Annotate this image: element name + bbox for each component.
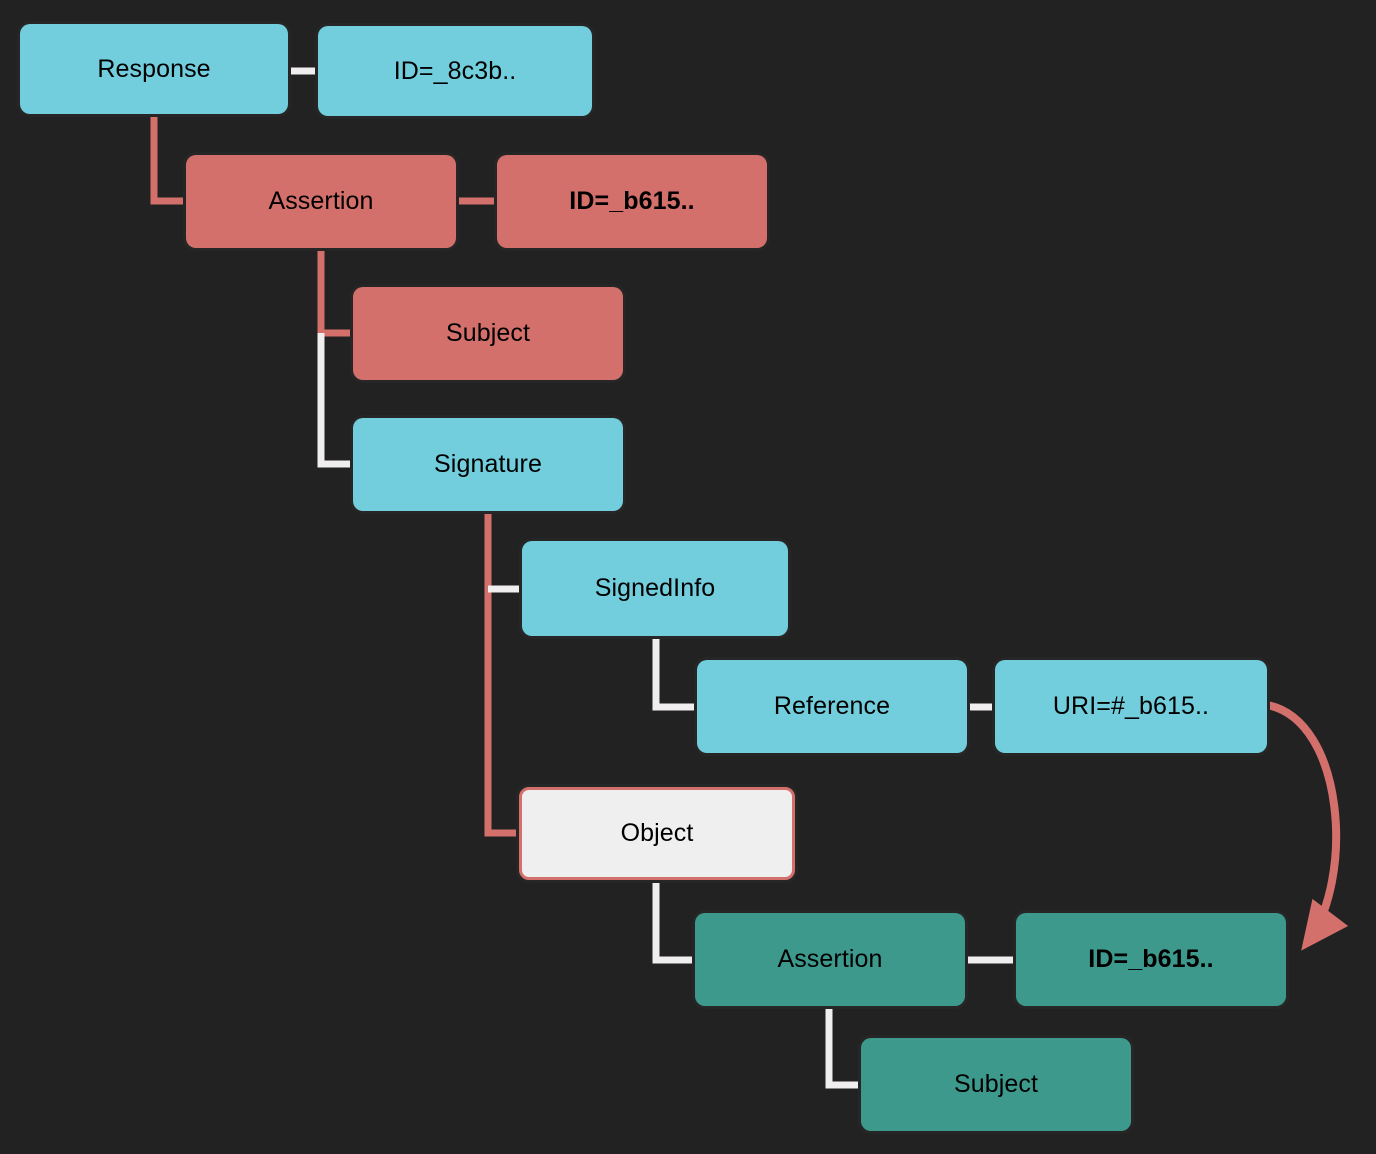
node-object[interactable]: Object — [519, 787, 795, 880]
edge-assertion1-to-subject1 — [317, 248, 353, 337]
edge-signedinfo-to-reference — [652, 636, 697, 711]
node-signedinfo[interactable]: SignedInfo — [522, 541, 788, 636]
edge-signature-to-object — [484, 511, 519, 837]
node-assertion-wrapped[interactable]: Assertion — [695, 913, 965, 1006]
node-label: Response — [97, 54, 211, 83]
node-signature[interactable]: Signature — [353, 418, 623, 511]
node-label: ID=_b615.. — [1088, 945, 1214, 973]
node-label: Signature — [434, 450, 542, 478]
node-reference-uri[interactable]: URI=#_b615.. — [995, 660, 1267, 753]
node-label: Subject — [953, 1070, 1039, 1098]
node-label: Reference — [773, 692, 891, 720]
node-label: Assertion — [777, 945, 883, 973]
node-reference[interactable]: Reference — [697, 660, 967, 753]
node-label: Subject — [445, 319, 531, 347]
node-assertion-original-id[interactable]: ID=_b615.. — [497, 155, 767, 248]
node-label: Object — [620, 819, 694, 847]
edge-assertion2-to-subject2 — [825, 1006, 861, 1089]
node-label: SignedInfo — [594, 574, 716, 602]
node-label: ID=_b615.. — [569, 187, 695, 215]
node-response-id[interactable]: ID=_8c3b.. — [318, 26, 592, 116]
node-assertion-original[interactable]: Assertion — [186, 155, 456, 248]
edge-assertion1-to-signature — [317, 333, 353, 468]
node-label: Assertion — [268, 187, 374, 215]
node-label: URI=#_b615.. — [1052, 692, 1210, 720]
edge-object-to-assertion2 — [652, 880, 695, 964]
edge-uri-points-to-id — [1266, 701, 1349, 951]
node-response[interactable]: Response — [20, 24, 288, 114]
node-subject-wrapped[interactable]: Subject — [861, 1038, 1131, 1131]
node-assertion-wrapped-id[interactable]: ID=_b615.. — [1016, 913, 1286, 1006]
node-subject-original[interactable]: Subject — [353, 287, 623, 380]
node-label: ID=_8c3b.. — [393, 56, 517, 85]
edge-response-to-assertion1 — [150, 114, 186, 205]
